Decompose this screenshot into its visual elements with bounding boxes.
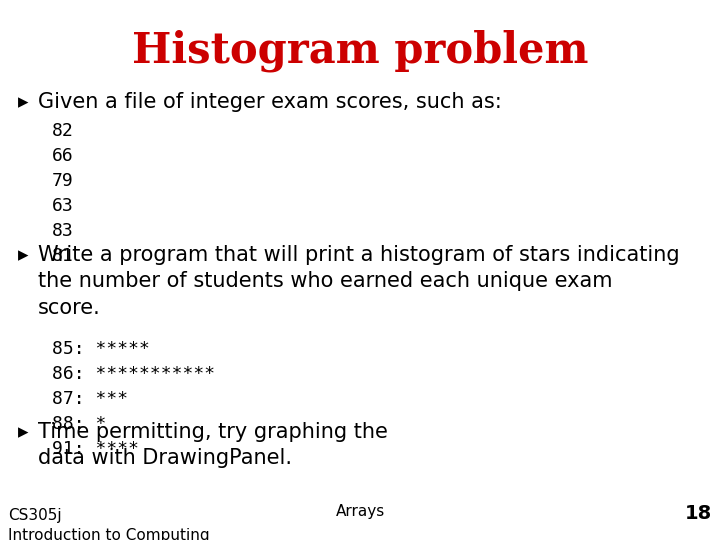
- Text: 85: *****
86: ***********
87: ***
88: *
91: ****: 85: ***** 86: *********** 87: *** 88: * …: [52, 340, 215, 458]
- Text: ▸: ▸: [18, 92, 29, 112]
- Text: Time permitting, try graphing the
data with DrawingPanel.: Time permitting, try graphing the data w…: [38, 422, 388, 468]
- Text: 18: 18: [685, 504, 712, 523]
- Text: Write a program that will print a histogram of stars indicating
the number of st: Write a program that will print a histog…: [38, 245, 680, 318]
- Text: 82
66
79
63
83
81: 82 66 79 63 83 81: [52, 122, 73, 265]
- Text: CS305j
Introduction to Computing: CS305j Introduction to Computing: [8, 508, 210, 540]
- Text: Arrays: Arrays: [336, 504, 384, 519]
- Text: ▸: ▸: [18, 422, 29, 442]
- Text: Histogram problem: Histogram problem: [132, 30, 588, 72]
- Text: Given a file of integer exam scores, such as:: Given a file of integer exam scores, suc…: [38, 92, 502, 112]
- Text: ▸: ▸: [18, 245, 29, 265]
